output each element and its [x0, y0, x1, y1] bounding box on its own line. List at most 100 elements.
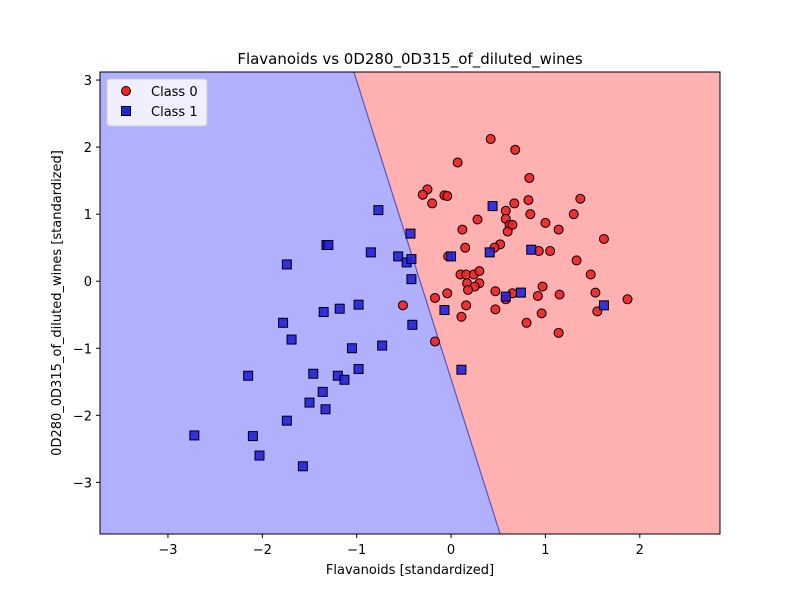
class-1-point — [339, 374, 350, 385]
class-1-point — [526, 244, 537, 255]
class-0-point — [554, 289, 565, 300]
y-axis: −3 −2 −1 0 1 2 3 — [73, 74, 100, 491]
class-0-point — [460, 242, 471, 253]
class-1-point — [297, 461, 308, 472]
y-tick-label: 1 — [84, 208, 92, 223]
class-0-point — [553, 327, 564, 338]
class-1-point — [346, 343, 357, 354]
class-0-point — [622, 294, 633, 305]
class-1-point — [318, 307, 329, 318]
class-0-point — [452, 157, 463, 168]
class-1-point — [406, 274, 417, 285]
class-0-point — [590, 287, 601, 298]
x-tick-label: −3 — [158, 543, 177, 558]
class-0-point — [545, 246, 556, 257]
class-0-point — [575, 193, 586, 204]
class-1-region — [100, 72, 501, 534]
class-1-point — [405, 228, 416, 239]
series-class-0 — [397, 134, 633, 347]
class-0-point — [461, 300, 472, 311]
class-0-point — [540, 217, 551, 228]
class-1-point — [500, 291, 511, 302]
x-axis-label: Flavanoids [standardized] — [326, 563, 494, 578]
class-0-point — [536, 308, 547, 319]
chart-title: Flavanoids vs 0D280_0D315_of_diluted_win… — [237, 50, 583, 69]
class-0-point — [502, 226, 513, 237]
x-tick-label: −1 — [347, 543, 366, 558]
class-0-point — [525, 209, 536, 220]
x-tick-label: 1 — [541, 543, 549, 558]
class-0-point — [427, 198, 438, 209]
class-1-point — [243, 370, 254, 381]
class-0-point — [472, 214, 483, 225]
legend-label-class-0: Class 0 — [151, 85, 198, 100]
class-1-point — [323, 239, 334, 250]
class-0-point — [442, 288, 453, 299]
class-0-point — [463, 284, 474, 295]
y-tick-label: 2 — [84, 141, 92, 156]
class-0-point — [456, 311, 467, 322]
y-axis-label: 0D280_0D315_of_diluted_wines [standardiz… — [50, 150, 65, 456]
class-1-point — [456, 364, 467, 375]
class-1-point — [406, 254, 417, 265]
plot-frame — [99, 71, 721, 535]
legend-box — [106, 78, 208, 127]
class-1-point — [393, 251, 404, 262]
class-0-point — [568, 209, 579, 220]
class-0-point — [510, 144, 521, 155]
class-1-point — [598, 300, 609, 311]
y-tick-label: −2 — [73, 409, 92, 424]
decision-boundary — [353, 72, 501, 534]
x-tick-label: 0 — [447, 543, 455, 558]
class-0-point — [417, 189, 428, 200]
x-axis: −3 −2 −1 0 1 2 — [158, 534, 644, 558]
class-1-point — [373, 205, 384, 216]
class-0-point — [521, 317, 532, 328]
class-0-point — [485, 134, 496, 145]
class-1-point — [487, 201, 498, 212]
class-1-point — [446, 251, 457, 262]
class-0-point — [490, 286, 501, 297]
class-0-point — [571, 255, 582, 266]
class-1-point — [365, 247, 376, 258]
class-0-point — [585, 269, 596, 280]
class-0-point — [598, 233, 609, 244]
class-1-point — [377, 340, 388, 351]
plot-area — [100, 72, 720, 534]
class-1-point — [286, 334, 297, 345]
class-0-point — [490, 304, 501, 315]
class-0-point — [474, 266, 485, 277]
class-1-point — [254, 450, 265, 461]
class-0-point — [442, 191, 453, 202]
class-1-point — [334, 303, 345, 314]
class-0-point — [430, 292, 441, 303]
class-1-point — [189, 430, 200, 441]
class-1-point — [247, 431, 258, 442]
y-tick-label: 3 — [84, 74, 92, 89]
class-1-point — [439, 305, 450, 316]
legend-label-class-1: Class 1 — [151, 105, 198, 120]
class-1-point — [317, 386, 328, 397]
class-0-point — [553, 224, 564, 235]
class-1-point — [308, 368, 319, 379]
class-1-point — [407, 319, 418, 330]
class-1-point — [515, 287, 526, 298]
x-tick-label: −2 — [253, 543, 272, 558]
class-0-point — [430, 336, 441, 347]
class-0-point — [457, 224, 468, 235]
class-0-point — [532, 290, 543, 301]
legend-marker-class-1 — [121, 106, 131, 116]
class-0-point — [523, 195, 534, 206]
class-1-point — [278, 317, 289, 328]
class-0-point — [524, 172, 535, 183]
y-tick-label: −3 — [73, 476, 92, 491]
y-tick-label: −1 — [73, 342, 92, 357]
class-0-point — [507, 219, 518, 230]
y-tick-label: 0 — [84, 275, 92, 290]
x-tick-label: 2 — [636, 543, 644, 558]
class-0-point — [537, 281, 548, 292]
legend: Class 0 Class 1 — [106, 78, 208, 127]
class-1-point — [281, 259, 292, 270]
class-0-point — [397, 300, 408, 311]
